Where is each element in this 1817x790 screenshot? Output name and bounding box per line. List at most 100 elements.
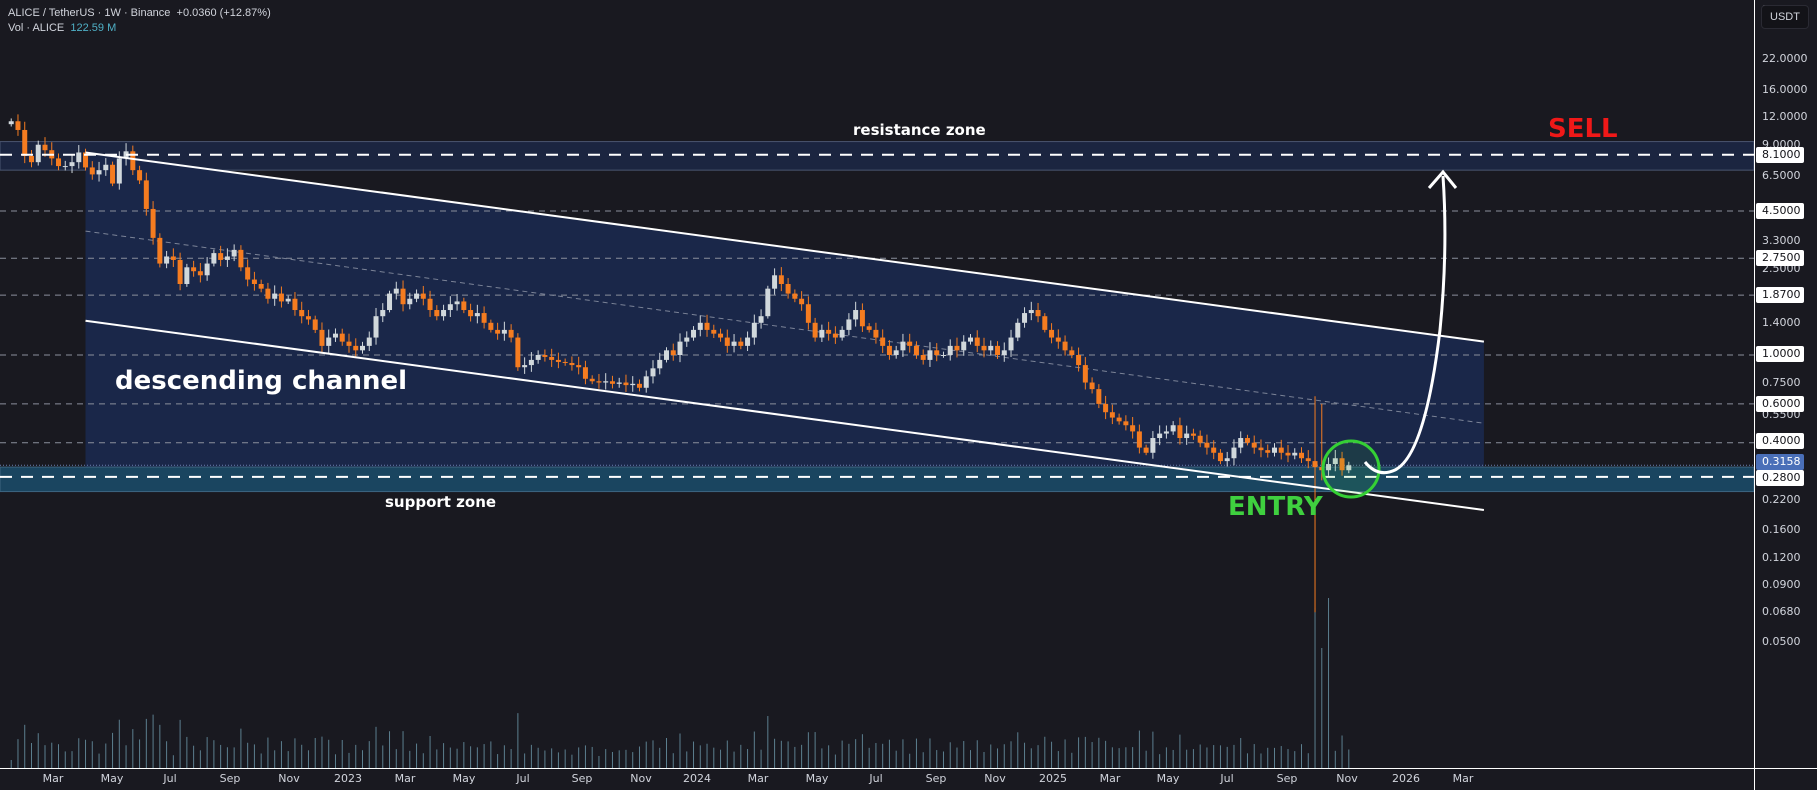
candle-body: [576, 365, 582, 368]
candle-body: [1170, 425, 1176, 432]
candle-body: [360, 345, 366, 351]
candle-body: [745, 337, 751, 346]
candle-body: [116, 158, 122, 184]
candle-body: [1035, 310, 1041, 317]
candle-body: [218, 253, 224, 260]
candle-body: [481, 313, 487, 323]
candle-body: [731, 341, 737, 346]
candle-body: [137, 170, 143, 181]
candle-body: [332, 333, 338, 338]
candle-body: [684, 337, 690, 342]
candle-body: [927, 350, 933, 360]
candle-body: [387, 293, 393, 311]
candle-body: [981, 345, 987, 351]
candle-body: [150, 208, 156, 238]
candle-body: [1231, 447, 1237, 459]
candle-body: [177, 259, 183, 284]
candle-body: [940, 355, 946, 356]
candle-body: [468, 310, 474, 317]
candle-body: [785, 283, 791, 294]
candle-body: [934, 350, 940, 355]
candle-body: [1238, 438, 1244, 448]
candle-body: [947, 345, 953, 355]
price-change: +0.0360 (+12.87%): [176, 7, 271, 19]
candle-body: [616, 382, 622, 384]
candle-body: [1211, 447, 1217, 453]
candle-body: [1163, 431, 1169, 434]
candle-body: [1305, 458, 1311, 462]
candle-body: [589, 378, 595, 382]
entry-circle: [1321, 439, 1381, 499]
candle-body: [1278, 447, 1284, 453]
candle-body: [751, 322, 757, 338]
candle-body: [697, 322, 703, 330]
candle-body: [1204, 442, 1210, 448]
candle-body: [157, 237, 163, 264]
candle-body: [1076, 355, 1082, 366]
candle-body: [704, 322, 710, 330]
candle-body: [143, 180, 149, 209]
candle-body: [1150, 438, 1156, 453]
candle-body: [812, 322, 818, 338]
candle-body: [880, 337, 886, 346]
candle-body: [799, 298, 805, 305]
candle-body: [995, 345, 1001, 355]
candle-body: [447, 304, 453, 311]
candle-body: [954, 345, 960, 351]
candle-body: [643, 376, 649, 388]
candle-body: [1116, 417, 1122, 422]
candle-body: [305, 316, 311, 320]
candle-body: [8, 121, 14, 125]
candle-body: [373, 316, 379, 338]
candle-body: [528, 359, 534, 366]
candle-body: [326, 337, 332, 346]
candle-body: [758, 316, 764, 323]
candle-body: [772, 275, 778, 289]
candle-body: [549, 356, 555, 360]
candle-body: [1069, 350, 1075, 355]
candle-body: [1326, 464, 1332, 471]
candle-body: [312, 319, 318, 330]
candle-body: [474, 313, 480, 317]
candle-body: [434, 310, 440, 317]
candle-body: [1055, 337, 1061, 342]
candle-body: [1157, 433, 1163, 439]
candle-body: [920, 355, 926, 360]
candle-body: [191, 267, 197, 272]
candle-body: [1285, 452, 1291, 456]
candle-body: [1143, 447, 1149, 453]
candle-body: [62, 166, 68, 168]
candle-body: [251, 279, 257, 284]
candle-body: [1299, 452, 1305, 459]
currency-button[interactable]: USDT: [1761, 5, 1809, 29]
candle-body: [866, 326, 872, 330]
candle-body: [1130, 425, 1136, 432]
candle-body: [265, 288, 271, 299]
support-zone-band: [0, 466, 1755, 493]
candle-body: [846, 319, 852, 330]
candle-body: [515, 337, 521, 368]
candle-body: [826, 329, 832, 334]
candle-body: [96, 170, 102, 175]
candle-body: [636, 383, 642, 388]
candle-body: [562, 361, 568, 363]
candle-body: [1049, 329, 1055, 338]
candle-body: [609, 381, 615, 384]
candle-body: [663, 350, 669, 360]
candle-body: [501, 329, 507, 334]
channel-midline: [85, 230, 1484, 424]
candle-body: [1292, 452, 1298, 456]
candle-body: [1251, 442, 1257, 448]
candle-body: [407, 298, 413, 305]
candle-body: [650, 368, 656, 377]
symbol-info: ALICE / TetherUS · 1W · Binance: [8, 7, 171, 19]
candle-body: [623, 382, 629, 386]
candle-body: [353, 345, 359, 351]
volume-label: Vol · ALICE: [8, 22, 65, 34]
candle-body: [893, 350, 899, 355]
candle-body: [103, 164, 109, 171]
candle-body: [711, 329, 717, 334]
candle-body: [427, 298, 433, 311]
candle-body: [603, 381, 609, 383]
